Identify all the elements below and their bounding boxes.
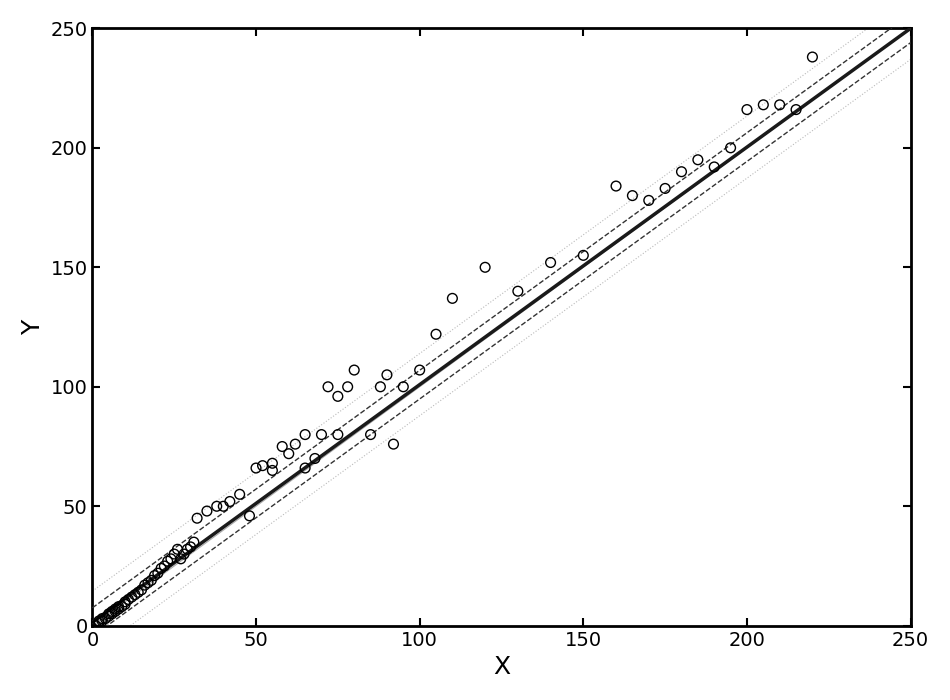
Point [154, 563, 169, 574]
Point [739, 104, 754, 116]
Point [232, 489, 247, 500]
Point [308, 453, 323, 464]
Point [265, 458, 280, 469]
Point [608, 181, 623, 192]
Point [275, 441, 290, 452]
Point [772, 99, 788, 111]
Point [98, 613, 113, 624]
Point [297, 429, 313, 440]
Point [173, 553, 188, 564]
Point [363, 429, 378, 440]
Point [755, 99, 770, 111]
Point [445, 293, 460, 304]
Point [141, 577, 156, 588]
Point [177, 549, 192, 560]
Point [200, 505, 215, 517]
Point [478, 262, 493, 273]
Point [170, 544, 185, 555]
Point [216, 500, 231, 512]
Point [242, 510, 257, 522]
Point [288, 438, 303, 449]
Point [157, 561, 172, 572]
Point [114, 601, 129, 612]
Point [127, 589, 142, 601]
Point [805, 51, 820, 62]
Point [104, 606, 120, 617]
Point [101, 610, 116, 622]
Point [209, 500, 224, 512]
Point [297, 463, 313, 474]
Y-axis label: Y: Y [21, 319, 45, 335]
Point [691, 154, 706, 165]
Point [111, 601, 126, 612]
Point [281, 448, 296, 459]
Point [674, 166, 689, 177]
Point [412, 365, 428, 376]
Point [331, 429, 346, 440]
Point [707, 161, 722, 172]
Point [428, 328, 444, 339]
Point [104, 608, 120, 620]
Point [95, 613, 110, 624]
Point [641, 195, 656, 206]
Point [124, 592, 140, 603]
Point [510, 286, 525, 297]
Point [379, 369, 394, 380]
Point [347, 365, 362, 376]
Point [137, 580, 152, 591]
Point [657, 183, 673, 194]
Point [160, 556, 175, 567]
Point [183, 541, 199, 552]
Point [386, 438, 401, 449]
Point [91, 618, 106, 629]
Point [91, 615, 106, 626]
Point [265, 465, 280, 476]
Point [147, 570, 162, 581]
Point [180, 544, 195, 555]
Point [130, 587, 145, 598]
Point [222, 496, 238, 507]
Point [118, 596, 133, 608]
Point [121, 594, 136, 605]
Point [255, 460, 270, 471]
Point [340, 382, 355, 393]
Point [320, 382, 335, 393]
Point [576, 250, 591, 261]
Point [134, 584, 149, 596]
Point [248, 463, 263, 474]
Point [625, 190, 640, 201]
Point [107, 603, 123, 615]
Point [95, 615, 110, 626]
Point [107, 606, 123, 617]
Point [314, 429, 329, 440]
Point [166, 549, 181, 560]
Point [163, 553, 179, 564]
Point [101, 608, 116, 620]
Point [372, 382, 388, 393]
Point [543, 257, 559, 268]
Point [88, 620, 104, 631]
Point [143, 575, 159, 586]
Point [723, 142, 738, 153]
Point [788, 104, 804, 116]
Point [186, 536, 201, 547]
Point [331, 391, 346, 402]
X-axis label: X: X [493, 655, 510, 679]
Point [111, 603, 126, 615]
Point [118, 598, 133, 610]
Point [189, 512, 204, 524]
Point [150, 568, 165, 579]
Point [396, 382, 411, 393]
